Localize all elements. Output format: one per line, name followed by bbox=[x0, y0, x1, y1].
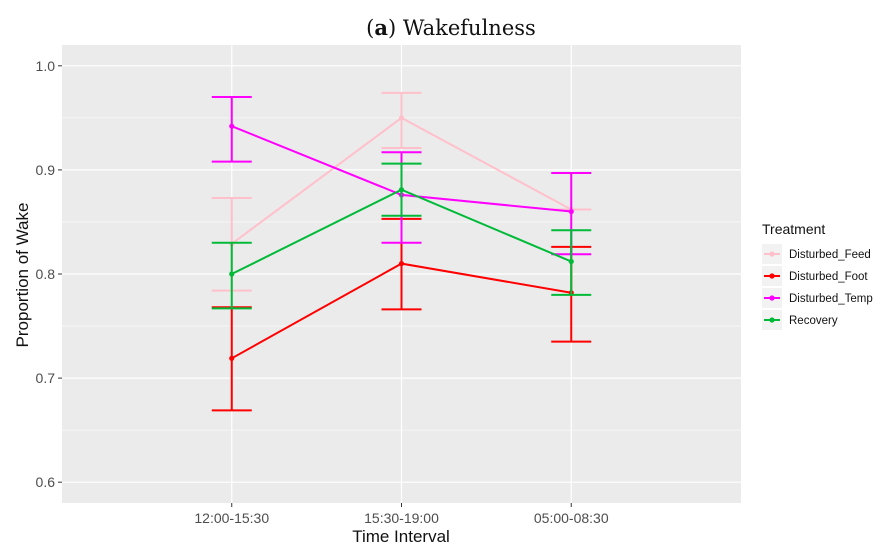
legend-label: Recovery bbox=[789, 315, 838, 327]
legend-key-point bbox=[769, 251, 775, 257]
x-tick-label: 15:30-19:00 bbox=[364, 510, 439, 526]
data-point bbox=[229, 355, 235, 361]
chart-title: (a) Wakefulness bbox=[366, 15, 536, 40]
data-point bbox=[398, 115, 405, 121]
legend-item: Disturbed_Temp bbox=[762, 288, 873, 308]
data-point bbox=[229, 123, 235, 129]
legend-key-point bbox=[769, 273, 775, 279]
legend: Treatment Disturbed_FeedDisturbed_FootDi… bbox=[762, 221, 873, 330]
y-tick-label: 0.7 bbox=[36, 370, 56, 386]
legend-label: Disturbed_Feed bbox=[789, 249, 871, 261]
legend-key-point bbox=[769, 295, 775, 301]
series-recovery bbox=[211, 162, 592, 310]
y-axis-title: Proportion of Wake bbox=[13, 203, 32, 348]
x-tick-label: 05:00-08:30 bbox=[534, 510, 609, 526]
x-axis-title: Time Interval bbox=[352, 527, 450, 545]
data-point bbox=[398, 260, 405, 267]
data-point bbox=[568, 208, 574, 215]
y-tick-label: 1.0 bbox=[36, 58, 56, 74]
y-tick-label: 0.6 bbox=[36, 474, 56, 490]
y-axis-ticks: 0.6 0.7 0.8 0.9 1.0 bbox=[36, 58, 62, 490]
data-point bbox=[398, 187, 405, 193]
x-axis-ticks: 12:00-15:30 15:30-19:00 05:00-08:30 bbox=[194, 503, 609, 526]
series-layer bbox=[211, 91, 592, 412]
y-tick-label: 0.9 bbox=[36, 162, 56, 178]
data-point bbox=[229, 271, 235, 277]
legend-item: Disturbed_Feed bbox=[762, 244, 871, 264]
legend-label: Disturbed_Temp bbox=[789, 293, 873, 305]
x-tick-label: 12:00-15:30 bbox=[194, 510, 269, 526]
chart-title-letter: a bbox=[374, 15, 388, 40]
legend-title: Treatment bbox=[762, 221, 825, 237]
legend-item: Disturbed_Foot bbox=[762, 266, 868, 286]
legend-items: Disturbed_Feed Disturbed_Foot Disturbed_Te… bbox=[762, 244, 873, 330]
chart-title-prefix: ( bbox=[366, 16, 374, 40]
y-tick-label: 0.8 bbox=[36, 266, 56, 282]
data-point bbox=[568, 258, 574, 265]
chart-title-suffix: ) Wakefulness bbox=[388, 16, 536, 40]
legend-item: Recovery bbox=[762, 310, 838, 330]
legend-label: Disturbed_Foot bbox=[789, 271, 868, 283]
legend-key-point bbox=[769, 317, 775, 323]
